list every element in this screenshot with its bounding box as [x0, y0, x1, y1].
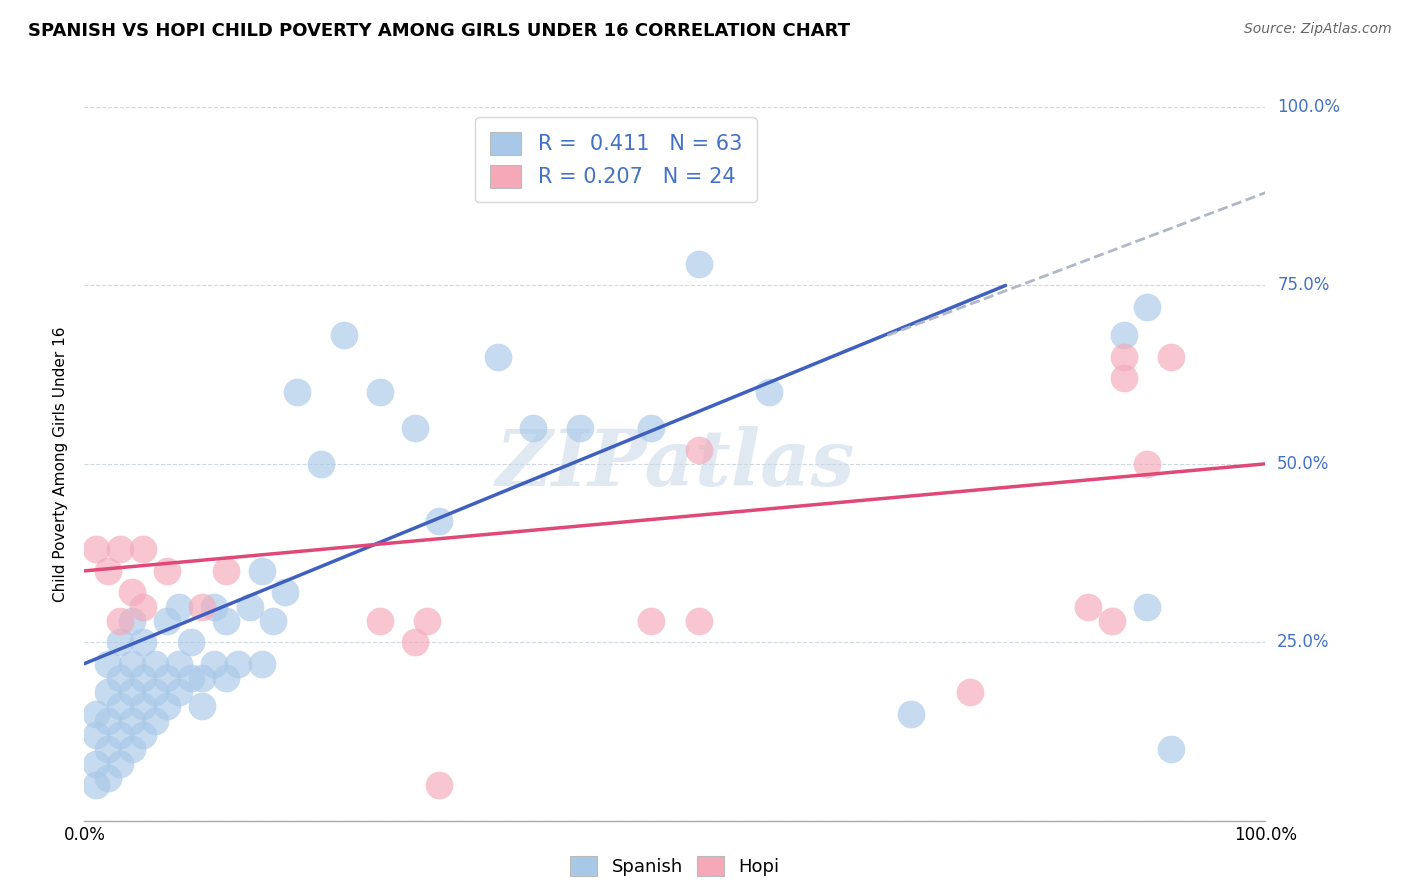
Point: [274, 585, 297, 599]
Point: [191, 599, 214, 614]
Point: [285, 385, 308, 400]
Point: [215, 564, 238, 578]
Point: [121, 742, 143, 756]
Point: [84, 542, 107, 557]
Point: [156, 699, 179, 714]
Text: 75.0%: 75.0%: [1277, 277, 1330, 294]
Point: [156, 671, 179, 685]
Point: [1160, 742, 1182, 756]
Point: [1101, 614, 1123, 628]
Point: [569, 421, 592, 435]
Point: [84, 756, 107, 771]
Point: [108, 635, 131, 649]
Point: [97, 564, 120, 578]
Point: [143, 657, 166, 671]
Point: [132, 542, 155, 557]
Text: ZIPatlas: ZIPatlas: [495, 425, 855, 502]
Point: [143, 714, 166, 728]
Point: [191, 671, 214, 685]
Point: [180, 635, 202, 649]
Point: [97, 771, 120, 785]
Point: [167, 685, 190, 699]
Point: [1136, 599, 1159, 614]
Point: [333, 328, 356, 343]
Point: [108, 671, 131, 685]
Point: [191, 699, 214, 714]
Point: [132, 635, 155, 649]
Point: [84, 778, 107, 792]
Point: [368, 614, 391, 628]
Point: [427, 514, 450, 528]
Point: [132, 671, 155, 685]
Point: [640, 421, 662, 435]
Point: [167, 599, 190, 614]
Point: [202, 657, 225, 671]
Point: [1136, 300, 1159, 314]
Point: [202, 599, 225, 614]
Point: [688, 614, 710, 628]
Point: [404, 635, 426, 649]
Point: [108, 699, 131, 714]
Point: [143, 685, 166, 699]
Y-axis label: Child Poverty Among Girls Under 16: Child Poverty Among Girls Under 16: [53, 326, 69, 601]
Point: [121, 685, 143, 699]
Point: [1112, 328, 1135, 343]
Point: [180, 671, 202, 685]
Point: [1077, 599, 1099, 614]
Point: [121, 714, 143, 728]
Point: [121, 614, 143, 628]
Point: [156, 564, 179, 578]
Point: [427, 778, 450, 792]
Point: [132, 599, 155, 614]
Point: [97, 714, 120, 728]
Point: [97, 657, 120, 671]
Point: [368, 385, 391, 400]
Text: Source: ZipAtlas.com: Source: ZipAtlas.com: [1244, 22, 1392, 37]
Point: [416, 614, 439, 628]
Text: 25.0%: 25.0%: [1277, 633, 1330, 651]
Point: [959, 685, 981, 699]
Point: [688, 257, 710, 271]
Point: [121, 585, 143, 599]
Point: [84, 728, 107, 742]
Point: [486, 350, 509, 364]
Point: [108, 728, 131, 742]
Point: [522, 421, 544, 435]
Legend: Spanish, Hopi: Spanish, Hopi: [562, 848, 787, 883]
Point: [121, 657, 143, 671]
Point: [97, 685, 120, 699]
Point: [167, 657, 190, 671]
Point: [97, 742, 120, 756]
Point: [404, 421, 426, 435]
Point: [640, 614, 662, 628]
Text: 100.0%: 100.0%: [1277, 98, 1340, 116]
Point: [250, 657, 273, 671]
Point: [1112, 371, 1135, 385]
Point: [215, 614, 238, 628]
Point: [226, 657, 249, 671]
Point: [262, 614, 284, 628]
Point: [132, 728, 155, 742]
Point: [84, 706, 107, 721]
Point: [900, 706, 922, 721]
Point: [215, 671, 238, 685]
Point: [108, 756, 131, 771]
Point: [239, 599, 262, 614]
Point: [1136, 457, 1159, 471]
Point: [309, 457, 332, 471]
Text: SPANISH VS HOPI CHILD POVERTY AMONG GIRLS UNDER 16 CORRELATION CHART: SPANISH VS HOPI CHILD POVERTY AMONG GIRL…: [28, 22, 851, 40]
Text: 50.0%: 50.0%: [1277, 455, 1330, 473]
Point: [132, 699, 155, 714]
Point: [758, 385, 780, 400]
Point: [108, 542, 131, 557]
Point: [250, 564, 273, 578]
Point: [1160, 350, 1182, 364]
Point: [1112, 350, 1135, 364]
Point: [108, 614, 131, 628]
Point: [156, 614, 179, 628]
Point: [688, 442, 710, 457]
